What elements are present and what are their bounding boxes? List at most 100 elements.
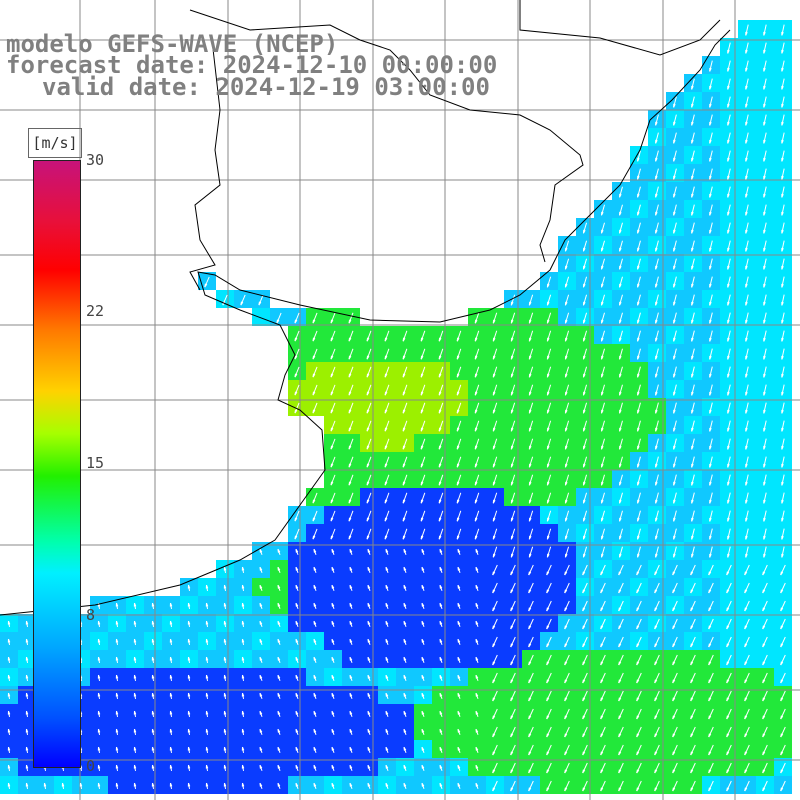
wind-arrow: [655, 132, 659, 144]
wind-arrow: [781, 42, 785, 54]
wind-arrow: [781, 78, 785, 90]
colorbar-tick-0: 0: [86, 757, 96, 775]
wind-arrow: [763, 294, 767, 306]
wind-arrow: [510, 348, 516, 360]
wind-arrow: [691, 312, 695, 324]
wind-arrow: [673, 294, 677, 306]
wind-arrow: [709, 150, 713, 162]
wind-arrow: [510, 312, 516, 324]
wind-arrow: [655, 150, 659, 162]
wind-arrow: [492, 348, 498, 360]
wind-arrow: [709, 132, 713, 144]
wind-arrow: [763, 222, 767, 234]
wind-arrow: [582, 276, 588, 288]
wind-arrow: [673, 240, 677, 252]
wind-arrow: [655, 294, 659, 306]
wind-arrow: [366, 348, 372, 360]
wind-arrow: [619, 186, 623, 198]
wind-arrow: [727, 132, 731, 144]
wind-arrow: [709, 312, 713, 324]
wind-arrow: [727, 312, 731, 324]
wind-arrow: [763, 240, 767, 252]
wind-arrow: [781, 294, 785, 306]
wind-arrow: [745, 114, 749, 126]
wind-arrow: [528, 294, 534, 306]
wind-arrow: [781, 258, 785, 270]
wind-arrow: [709, 222, 713, 234]
wind-arrow: [637, 294, 641, 306]
wind-arrow: [745, 42, 749, 54]
wind-arrow: [763, 24, 767, 36]
wind-arrow: [600, 312, 605, 324]
wind-arrow: [691, 186, 695, 198]
wind-arrow: [474, 348, 480, 360]
wind-arrow: [222, 276, 228, 288]
wind-arrow: [456, 330, 462, 342]
wind-arrow: [673, 96, 677, 108]
wind-arrow: [564, 258, 570, 270]
wind-arrow: [727, 204, 731, 216]
wind-arrow: [709, 168, 713, 180]
wind-arrow: [781, 168, 785, 180]
wind-arrow: [781, 312, 785, 324]
wind-arrow: [691, 96, 695, 108]
wind-arrow: [763, 276, 767, 288]
wind-arrow: [637, 150, 641, 162]
wind-arrow: [655, 168, 659, 180]
wind-arrow: [709, 258, 713, 270]
wind-arrow: [727, 150, 731, 162]
wind-arrow: [781, 204, 785, 216]
wind-arrow: [600, 204, 605, 216]
wind-arrow: [492, 330, 498, 342]
wind-arrow: [673, 168, 677, 180]
wind-arrow: [673, 186, 677, 198]
wind-arrow: [727, 96, 731, 108]
wind-arrow: [673, 312, 677, 324]
wind-arrow: [709, 78, 713, 90]
wind-arrow: [781, 114, 785, 126]
wind-arrow: [637, 222, 641, 234]
wind-arrow: [781, 276, 785, 288]
wind-arrow: [528, 312, 534, 324]
wind-arrow: [727, 186, 731, 198]
wind-arrow: [781, 96, 785, 108]
wind-arrow: [745, 186, 749, 198]
wind-arrow: [655, 258, 659, 270]
wind-arrow: [582, 294, 588, 306]
wind-arrow: [420, 348, 426, 360]
wind-arrow: [691, 258, 695, 270]
wind-arrow: [673, 258, 677, 270]
wind-arrow: [727, 222, 731, 234]
wind-arrow: [510, 294, 516, 306]
wind-arrow: [781, 132, 785, 144]
wind-arrow: [600, 348, 605, 360]
wind-arrow: [745, 60, 749, 72]
wind-arrow: [619, 294, 623, 306]
wind-arrow: [655, 276, 659, 288]
wind-arrow: [691, 348, 695, 360]
wind-arrow: [763, 150, 767, 162]
wind-arrow: [384, 330, 390, 342]
wind-arrow: [600, 222, 605, 234]
wind-arrow: [402, 348, 408, 360]
wind-arrow: [691, 78, 695, 90]
wind-arrow: [438, 330, 444, 342]
wind-arrow: [637, 348, 641, 360]
wind-arrow: [691, 330, 695, 342]
border-brazil-north: [519, 0, 721, 56]
wind-arrow: [546, 294, 552, 306]
wind-arrow: [691, 294, 695, 306]
wind-arrow: [745, 294, 749, 306]
wind-arrow: [727, 258, 731, 270]
wind-arrow: [691, 150, 695, 162]
wind-arrow: [727, 348, 731, 360]
wind-arrow: [600, 258, 605, 270]
wind-arrow: [330, 348, 336, 360]
wind-arrow: [745, 240, 749, 252]
wind-arrow: [673, 222, 677, 234]
wind-arrow: [709, 240, 713, 252]
wind-arrow: [673, 150, 677, 162]
wind-arrow: [637, 258, 641, 270]
wind-arrow: [330, 330, 336, 342]
